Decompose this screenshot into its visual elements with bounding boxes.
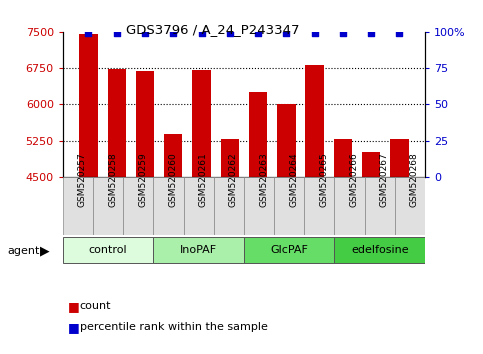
Bar (304, 177, 334, 235)
Bar (274, 177, 304, 235)
Bar (123, 177, 154, 235)
Text: GSM520261: GSM520261 (199, 153, 208, 207)
Bar (249, 92, 267, 177)
Text: GSM520267: GSM520267 (380, 153, 389, 207)
Text: GSM520259: GSM520259 (138, 153, 147, 207)
Text: percentile rank within the sample: percentile rank within the sample (80, 322, 268, 332)
Bar (108, 69, 126, 177)
Bar (244, 177, 274, 235)
Point (254, 30, 262, 36)
Bar (305, 65, 324, 177)
Bar (79, 34, 98, 177)
Point (311, 30, 318, 36)
Point (367, 30, 375, 36)
Point (113, 30, 121, 36)
Text: GlcPAF: GlcPAF (270, 245, 308, 255)
Text: GDS3796 / A_24_P243347: GDS3796 / A_24_P243347 (126, 23, 299, 36)
Bar (334, 237, 425, 263)
Point (198, 30, 205, 36)
Bar (184, 177, 213, 235)
Bar (221, 139, 239, 177)
Text: agent: agent (7, 246, 40, 256)
Point (226, 30, 234, 36)
Text: control: control (89, 245, 128, 255)
Bar (63, 237, 154, 263)
Point (85, 30, 92, 36)
Point (283, 30, 290, 36)
Bar (362, 152, 380, 177)
Point (339, 30, 347, 36)
Bar (395, 177, 425, 235)
Bar (93, 177, 123, 235)
Text: GSM520262: GSM520262 (229, 153, 238, 207)
Text: GSM520257: GSM520257 (78, 153, 87, 207)
Text: GSM520264: GSM520264 (289, 153, 298, 207)
Text: GSM520265: GSM520265 (319, 153, 328, 207)
Point (170, 30, 177, 36)
Bar (192, 70, 211, 177)
Bar (136, 71, 154, 177)
Bar (334, 177, 365, 235)
Text: InoPAF: InoPAF (180, 245, 217, 255)
Bar (213, 177, 244, 235)
Bar (164, 135, 183, 177)
Text: count: count (80, 301, 111, 311)
Bar (277, 104, 296, 177)
Text: GSM520260: GSM520260 (169, 153, 177, 207)
Bar (63, 177, 93, 235)
Point (396, 30, 403, 36)
Bar (390, 139, 409, 177)
Text: GSM520258: GSM520258 (108, 153, 117, 207)
Text: GSM520268: GSM520268 (410, 153, 419, 207)
Text: edelfosine: edelfosine (351, 245, 409, 255)
Bar (334, 139, 352, 177)
Text: ▶: ▶ (40, 244, 50, 257)
Text: GSM520263: GSM520263 (259, 153, 268, 207)
Bar (154, 237, 244, 263)
Text: ■: ■ (68, 321, 79, 334)
Bar (154, 177, 184, 235)
Bar (365, 177, 395, 235)
Bar (244, 237, 334, 263)
Text: ■: ■ (68, 300, 79, 313)
Point (141, 30, 149, 36)
Text: GSM520266: GSM520266 (350, 153, 358, 207)
